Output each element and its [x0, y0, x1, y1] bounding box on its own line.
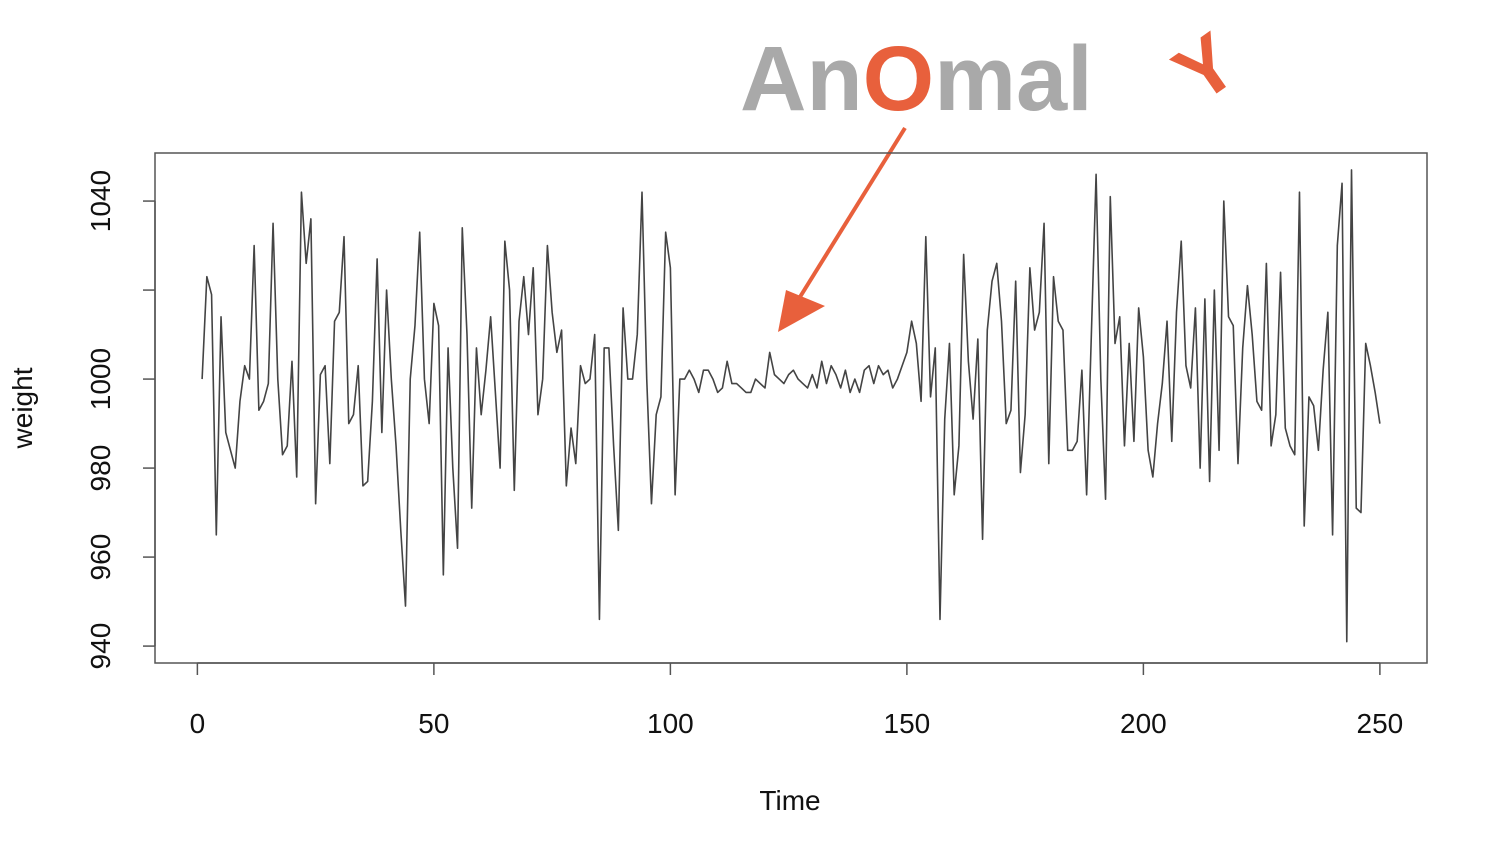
x-tick-label: 200: [1120, 708, 1167, 739]
y-tick-label: 960: [85, 534, 116, 581]
y-tick-label: 940: [85, 623, 116, 670]
y-tick-label: 1000: [85, 348, 116, 410]
logo-part: O: [863, 28, 935, 130]
x-axis-title: Time: [759, 785, 820, 816]
arrow-head: [778, 290, 825, 332]
logo: AnOmal: [740, 28, 1093, 130]
arrow-shaft: [793, 126, 907, 307]
logo-part: Y: [1158, 16, 1253, 120]
y-axis-title: weight: [7, 367, 38, 449]
logo-part: An: [740, 28, 863, 130]
x-tick-label: 150: [884, 708, 931, 739]
x-tick-label: 50: [418, 708, 449, 739]
y-tick-label: 1040: [85, 170, 116, 232]
x-tick-label: 100: [647, 708, 694, 739]
data-line: [201, 169, 1381, 643]
logo-part: mal: [934, 28, 1093, 130]
y-tick-label: 980: [85, 445, 116, 492]
x-tick-label: 250: [1357, 708, 1404, 739]
x-tick-label: 0: [190, 708, 206, 739]
